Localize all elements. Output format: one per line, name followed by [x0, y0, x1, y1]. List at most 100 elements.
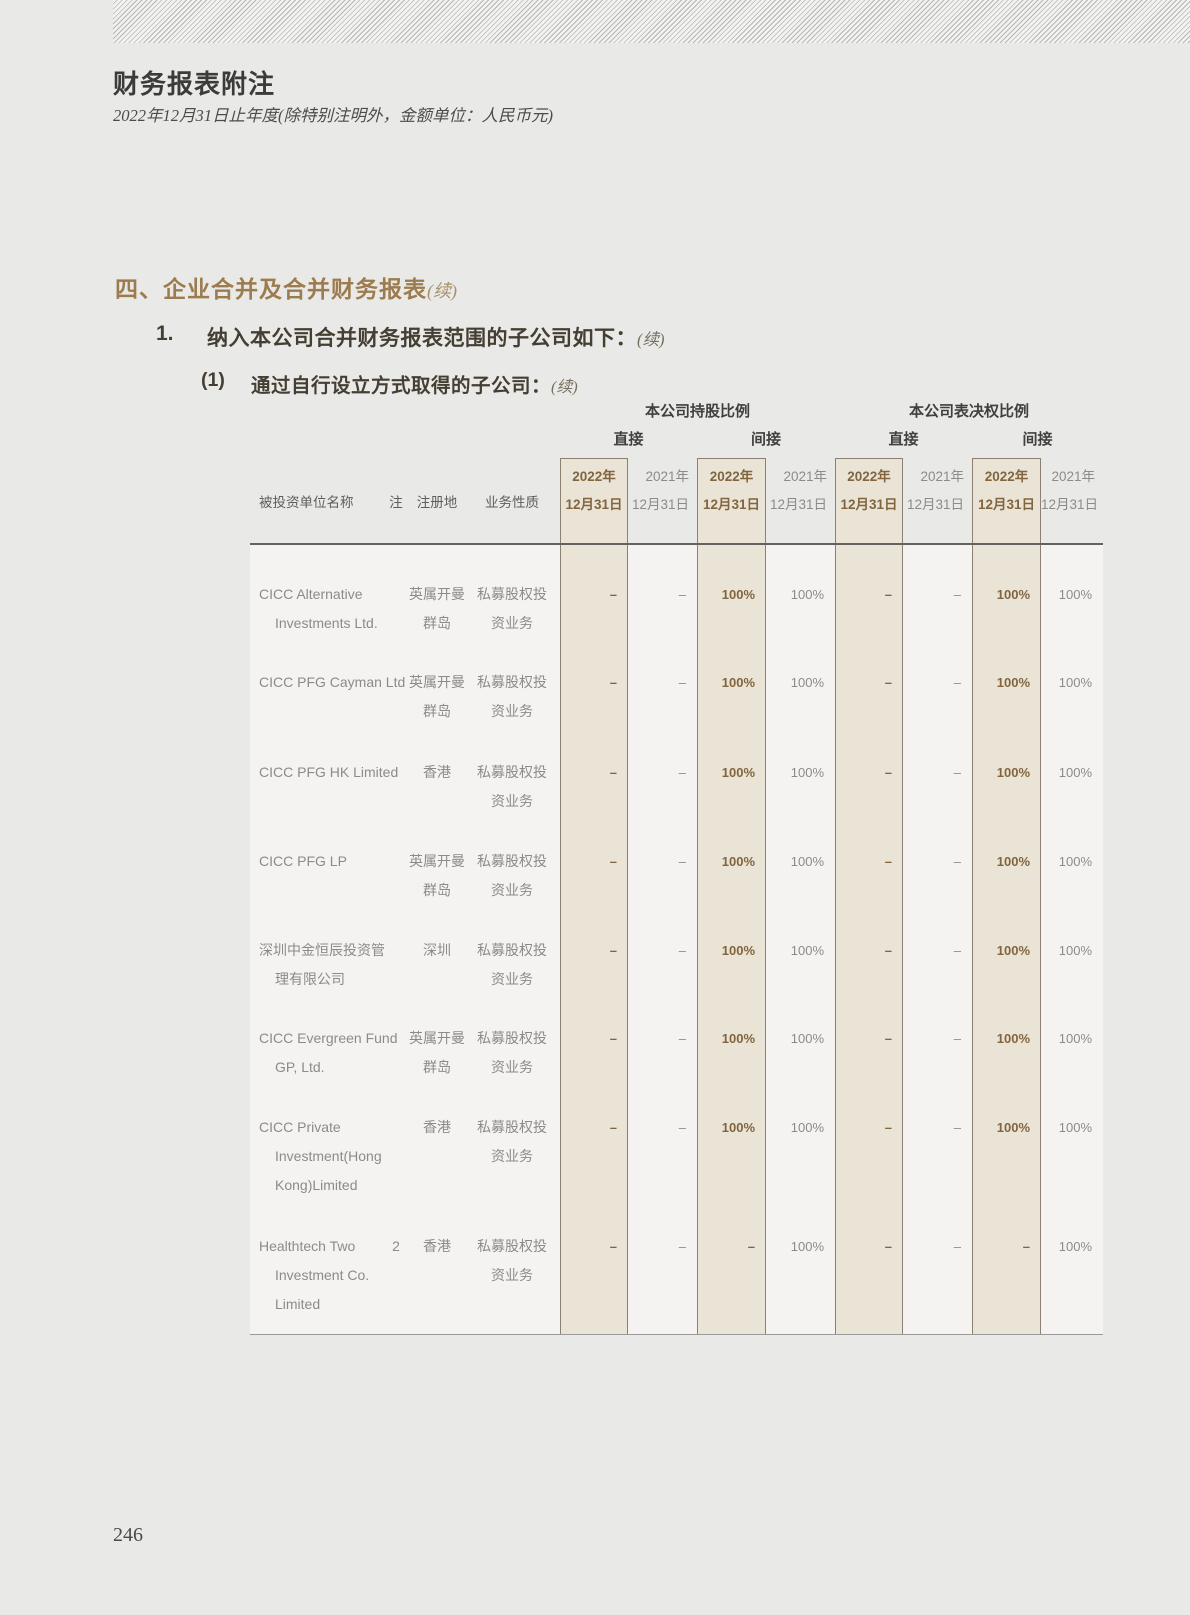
table-subgroup-header: 间接 [750, 431, 782, 448]
business-nature-line: 资业务 [491, 1267, 533, 1283]
cell-registration-place: 香港 [400, 1113, 474, 1142]
table-row: Healthtech Two Investment Co. Limited 2 香港 私募… [250, 1197, 1103, 1335]
cell-registration-place: 英属开曼 群岛 [400, 1024, 474, 1082]
column-header-date: 12月31日 [769, 497, 827, 512]
cell-ratio-value: – [884, 943, 892, 958]
cell-business-nature: 私募股权投 资业务 [474, 1232, 550, 1290]
cell-ratio-value: – [884, 675, 892, 690]
business-nature-line: 私募股权投 [477, 764, 547, 780]
cell-ratio-value: 100% [1058, 765, 1092, 780]
business-nature-line: 资业务 [491, 882, 533, 898]
company-name-line: Investments Ltd. [275, 615, 378, 631]
cell-ratio-value: 100% [790, 1120, 824, 1135]
column-header-date: 12月31日 [1041, 497, 1099, 512]
hatch-pattern [113, 0, 1190, 43]
cell-ratio-value: – [678, 675, 686, 690]
cell-ratio-value: – [609, 1239, 617, 1254]
registration-place-line: 群岛 [423, 1059, 451, 1075]
table-subgroup-header: 直接 [613, 431, 644, 448]
cell-business-nature: 私募股权投 资业务 [474, 758, 550, 816]
business-nature-line: 私募股权投 [477, 853, 547, 869]
cell-business-nature: 私募股权投 资业务 [474, 847, 550, 905]
cell-ratio-value: 100% [790, 943, 824, 958]
registration-place-line: 英属开曼 [409, 586, 465, 602]
cell-ratio-value: 100% [790, 675, 824, 690]
column-header-year: 2021年 [920, 469, 964, 484]
business-nature-line: 私募股权投 [477, 1119, 547, 1135]
cell-ratio-value: 100% [721, 587, 755, 602]
page-title: 财务报表附注 [113, 70, 276, 99]
cell-registration-place: 深圳 [400, 936, 474, 965]
table-row: CICC Alternative Investments Ltd. 英属开曼 群岛 私募… [250, 545, 1103, 633]
section-heading-continued: (续) [427, 281, 457, 301]
cell-ratio-value: 100% [996, 765, 1030, 780]
cell-ratio-value: 100% [996, 943, 1030, 958]
value-column-header: 2021年 12月31日 [1041, 463, 1103, 519]
registration-place-line: 英属开曼 [409, 853, 465, 869]
business-nature-line: 资业务 [491, 793, 533, 809]
left-column-header: 注册地 [416, 495, 458, 510]
cell-ratio-value: – [678, 1239, 686, 1254]
cell-ratio-value: – [953, 1031, 961, 1046]
table-body-background [250, 545, 1103, 1335]
item-1-heading: 纳入本公司合并财务报表范围的子公司如下：(续) [207, 322, 665, 352]
cell-company-name: 深圳中金恒辰投资管 理有限公司 [259, 936, 409, 994]
business-nature-line: 资业务 [491, 1148, 533, 1164]
table-group-header: 本公司持股比例 [644, 403, 751, 420]
table-subgroup-header: 直接 [888, 431, 919, 448]
cell-ratio-value: 100% [721, 1031, 755, 1046]
cell-note: 2 [392, 1238, 400, 1254]
column-header-year: 2021年 [783, 469, 827, 484]
cell-ratio-value: – [953, 765, 961, 780]
column-header-year: 2022年 [709, 469, 754, 484]
cell-company-name: CICC Alternative Investments Ltd. [259, 580, 409, 638]
cell-company-name: CICC Private Investment(Hong Kong)Limited [259, 1113, 409, 1200]
cell-ratio-value: 100% [790, 765, 824, 780]
table-row: CICC PFG LP 英属开曼 群岛 私募股权投 资业务 – – 100% 100% – – 100… [250, 812, 1103, 901]
cell-ratio-value: – [678, 1120, 686, 1135]
left-column-header: 被投资单位名称 [259, 495, 354, 510]
value-column-header: 2021年 12月31日 [766, 463, 835, 519]
cell-ratio-value: – [609, 587, 617, 602]
company-name-line: CICC Alternative [259, 586, 363, 602]
page-subtitle: 2022年12月31日止年度(除特别注明外，金额单位：人民币元) [113, 106, 553, 125]
registration-place-line: 群岛 [423, 882, 451, 898]
business-nature-line: 私募股权投 [477, 1030, 547, 1046]
item-1-1-heading: 通过自行设立方式取得的子公司：(续) [251, 369, 578, 398]
highlight-column-box [560, 458, 628, 1335]
registration-place-line: 英属开曼 [409, 674, 465, 690]
cell-ratio-value: 100% [790, 587, 824, 602]
cell-ratio-value: 100% [790, 1031, 824, 1046]
cell-ratio-value: 100% [721, 854, 755, 869]
cell-ratio-value: – [678, 587, 686, 602]
cell-ratio-value: – [953, 1120, 961, 1135]
registration-place-line: 群岛 [423, 615, 451, 631]
cell-ratio-value: – [609, 675, 617, 690]
item-1-1-heading-text: 通过自行设立方式取得的子公司： [251, 375, 552, 397]
column-header-date: 12月31日 [977, 497, 1036, 512]
value-column-header: 2022年 12月31日 [697, 463, 766, 519]
company-name-line: CICC PFG LP [259, 853, 347, 869]
value-column-header: 2022年 12月31日 [560, 463, 628, 519]
registration-place-line: 群岛 [423, 703, 451, 719]
cell-ratio-value: – [678, 854, 686, 869]
company-name-line: Investment Co. [275, 1267, 370, 1283]
column-header-date: 12月31日 [702, 497, 761, 512]
table-body: CICC Alternative Investments Ltd. 英属开曼 群岛 私募… [250, 545, 1103, 1335]
business-nature-line: 私募股权投 [477, 1238, 547, 1254]
item-1-heading-text: 纳入本公司合并财务报表范围的子公司如下： [207, 327, 637, 350]
cell-ratio-value: 100% [721, 765, 755, 780]
cell-business-nature: 私募股权投 资业务 [474, 580, 550, 638]
highlight-column-box [835, 458, 903, 1335]
cell-ratio-value: 100% [1058, 1120, 1092, 1135]
column-header-date: 12月31日 [565, 497, 623, 512]
registration-place-line: 香港 [423, 764, 451, 780]
business-nature-line: 资业务 [491, 615, 533, 631]
cell-ratio-value: – [609, 1031, 617, 1046]
subsidiaries-table: 本公司持股比例 本公司表决权比例 直接 间接 直接 间接 2022年 12月31日 2021… [250, 395, 1103, 1340]
registration-place-line: 英属开曼 [409, 1030, 465, 1046]
cell-ratio-value: – [884, 1239, 892, 1254]
cell-ratio-value: – [609, 1120, 617, 1135]
item-1-1-heading-continued: (续) [551, 379, 578, 396]
